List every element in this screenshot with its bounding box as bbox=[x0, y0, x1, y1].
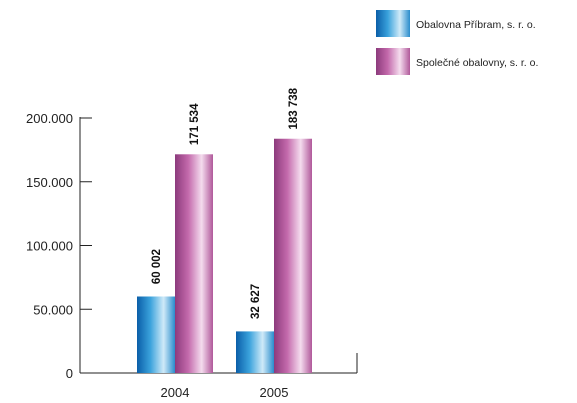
bar-value-label: 60 002 bbox=[151, 249, 163, 284]
bar-value-label: 32 627 bbox=[250, 284, 262, 319]
bar bbox=[137, 296, 175, 373]
legend-swatch bbox=[376, 48, 410, 75]
y-tick-label: 200.000 bbox=[26, 111, 73, 126]
y-tick-label: 150.000 bbox=[26, 175, 73, 190]
y-tick-label: 0 bbox=[66, 366, 73, 381]
bar-value-label: 183 738 bbox=[288, 87, 300, 129]
axes: 0 50.000 100.000 150.000 200.000 bbox=[26, 111, 358, 381]
bar bbox=[274, 138, 312, 373]
bars bbox=[137, 138, 312, 373]
bar bbox=[236, 331, 274, 373]
legend-label: Obalovna Příbram, s. r. o. bbox=[416, 19, 536, 31]
y-tick-label: 100.000 bbox=[26, 239, 73, 254]
x-tick-label: 2005 bbox=[260, 385, 289, 400]
bar bbox=[175, 154, 213, 373]
y-tick-label: 50.000 bbox=[33, 302, 73, 317]
x-tick-label: 2004 bbox=[161, 385, 190, 400]
bar-value-label: 171 534 bbox=[189, 103, 201, 145]
legend-label: Společné obalovny, s. r. o. bbox=[416, 57, 538, 69]
labels: 60 002 171 534 2004 32 627 183 738 2005 bbox=[151, 87, 300, 400]
legend: Obalovna Příbram, s. r. o. Společné obalo… bbox=[376, 10, 538, 75]
legend-swatch bbox=[376, 10, 410, 37]
